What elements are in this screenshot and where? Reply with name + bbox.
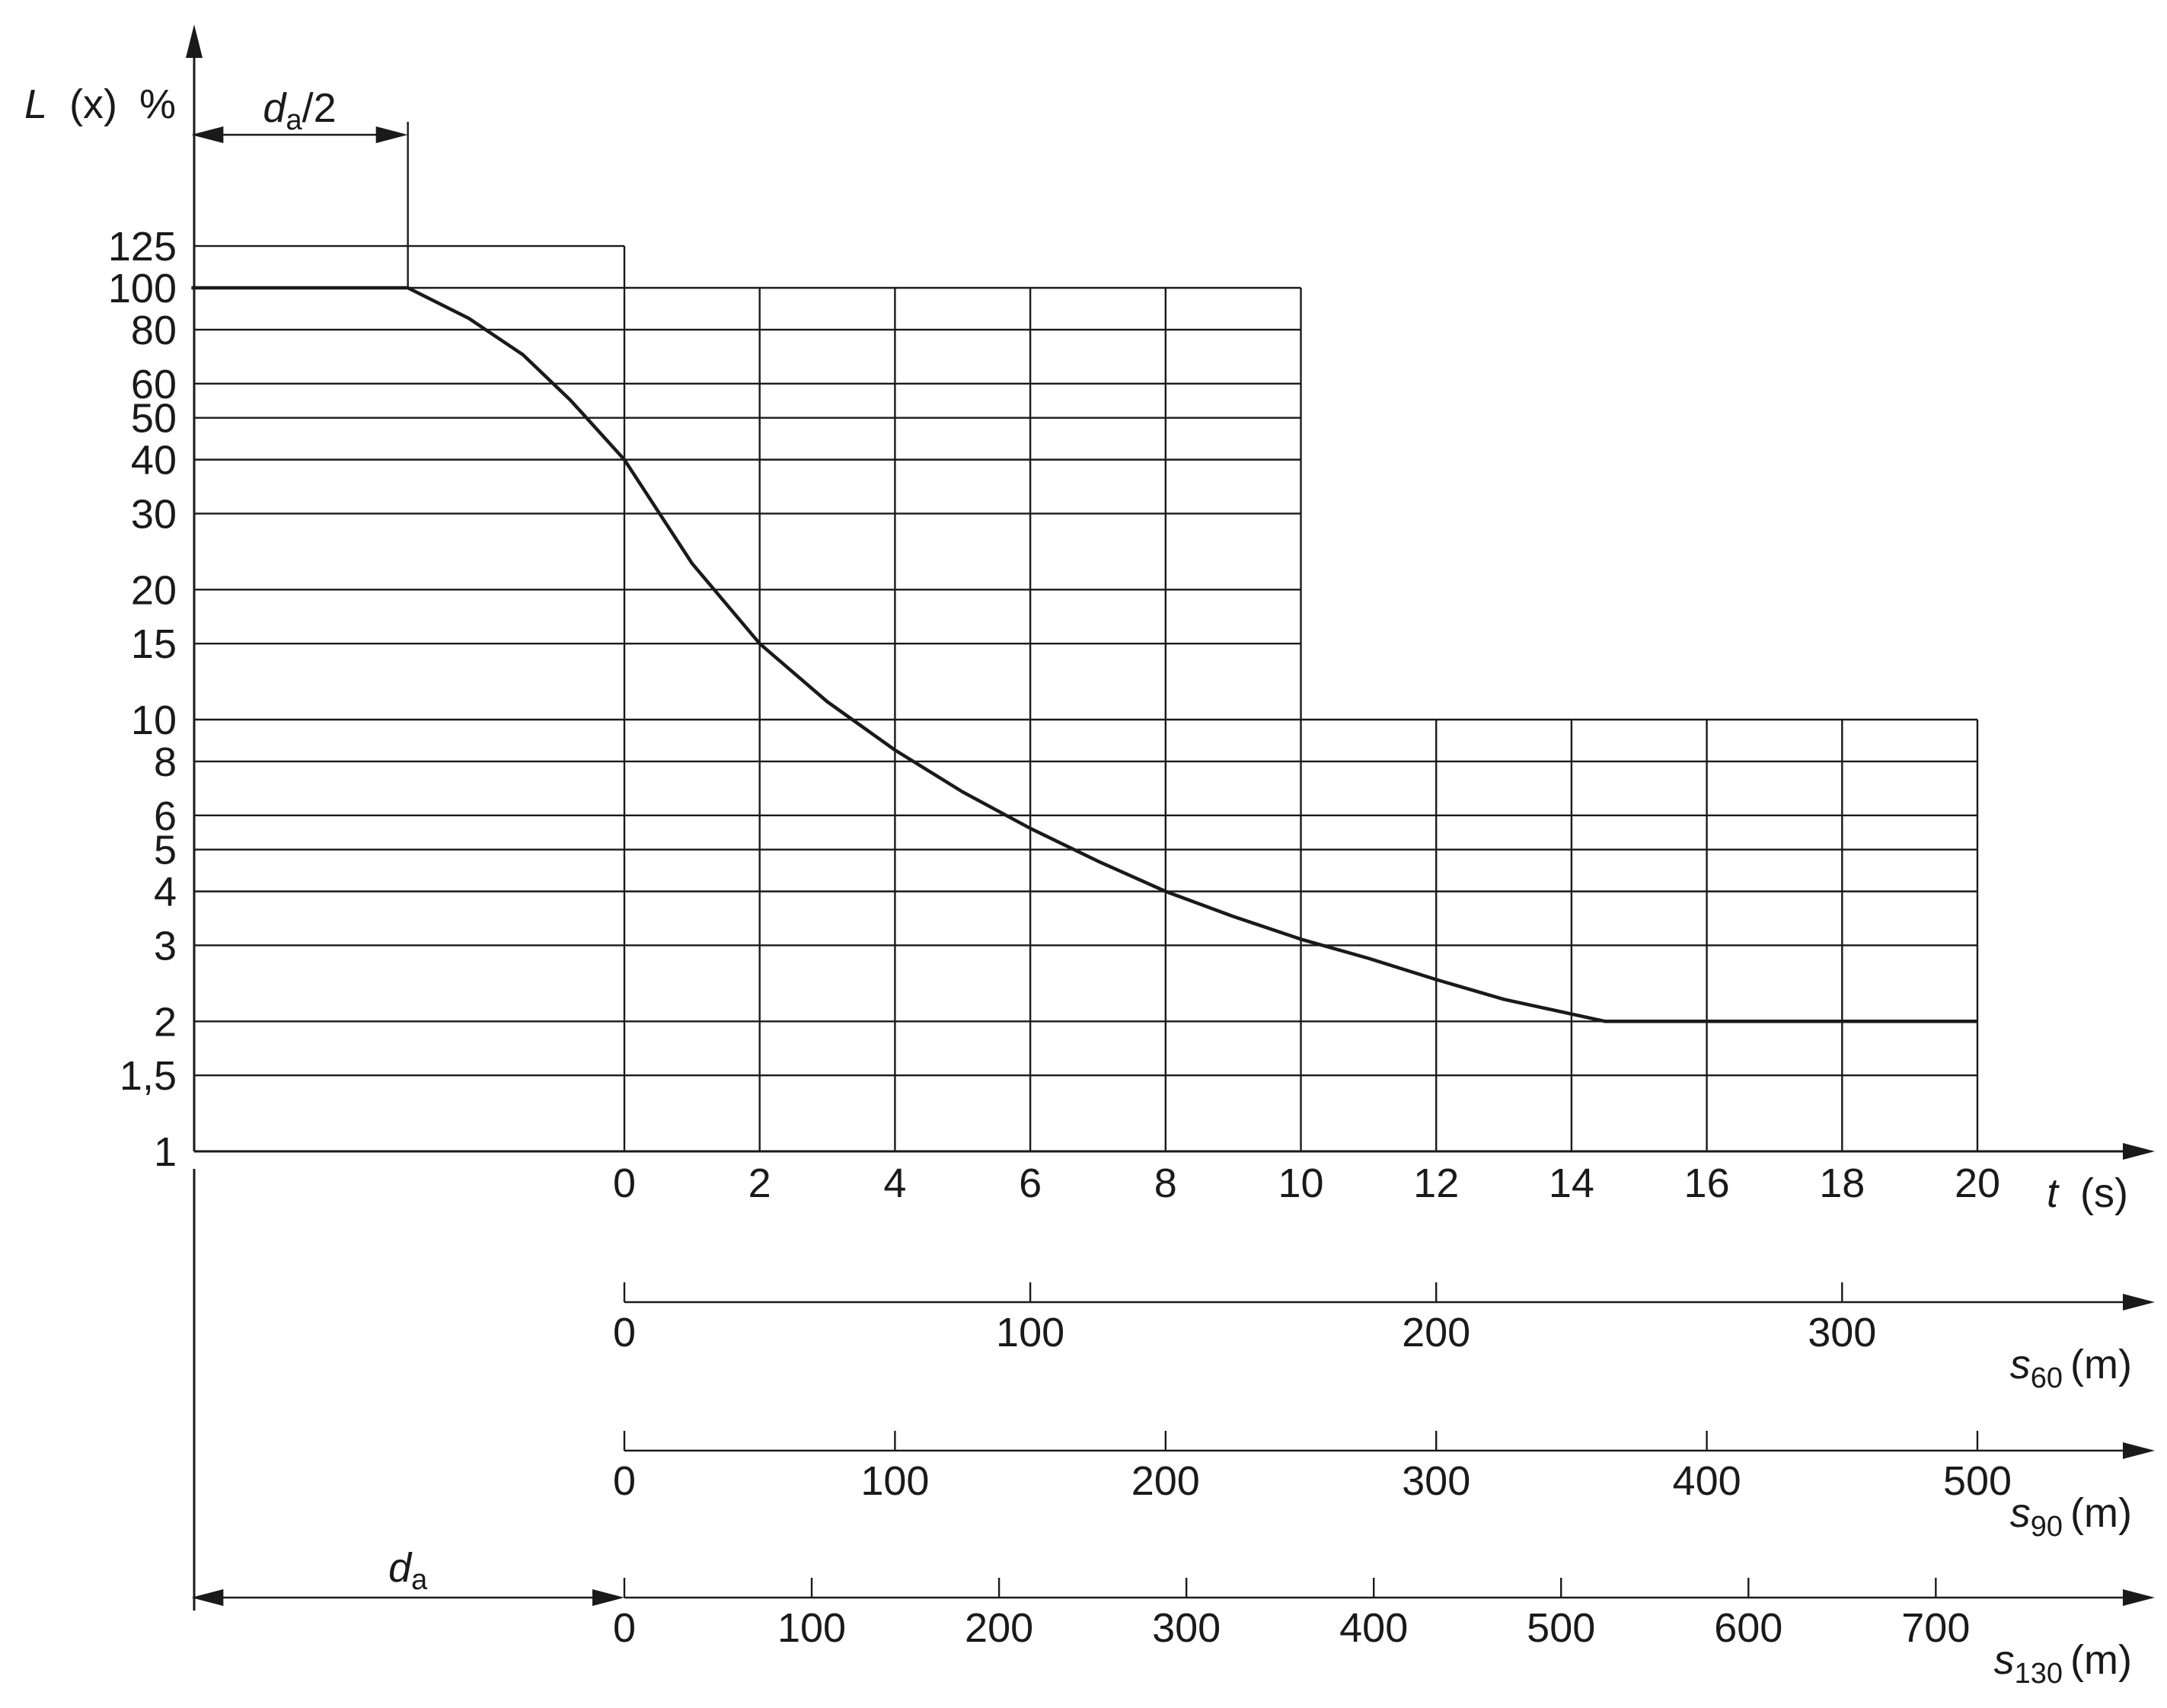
s90-tick-label-0: 0 xyxy=(613,1458,636,1504)
s90-tick-label-200: 200 xyxy=(1131,1458,1200,1504)
y-tick-label-10: 10 xyxy=(131,698,177,743)
da-half-label: da/2 xyxy=(263,85,336,136)
x-tick-label-12: 12 xyxy=(1413,1160,1459,1206)
da-symbol: d xyxy=(388,1545,413,1591)
da-label: da xyxy=(388,1545,428,1596)
y-tick-label-8: 8 xyxy=(154,739,177,785)
s60-axis-unit: (m) xyxy=(2070,1342,2132,1387)
s60-axis-symbol: s xyxy=(2010,1342,2031,1387)
x-tick-label-8: 8 xyxy=(1154,1160,1177,1206)
s130-tick-label-600: 600 xyxy=(1714,1605,1782,1651)
x-tick-label-10: 10 xyxy=(1278,1160,1323,1206)
s60-tick-label-0: 0 xyxy=(613,1310,636,1355)
x-axis-label: t (s) xyxy=(2047,1170,2128,1216)
x-axis-arrow xyxy=(2123,1143,2155,1160)
axes xyxy=(186,24,2155,1611)
s90-tick-label-500: 500 xyxy=(1943,1458,2012,1504)
s90-tick-label-100: 100 xyxy=(860,1458,929,1504)
y-tick-label-40: 40 xyxy=(131,438,177,484)
x-tick-label-4: 4 xyxy=(883,1160,906,1206)
s60-axis-label: s60 (m) xyxy=(2010,1342,2132,1394)
x-axis-unit: (s) xyxy=(2080,1170,2128,1216)
s90-axis-subscript: 90 xyxy=(2031,1511,2063,1543)
x-tick-label-16: 16 xyxy=(1684,1160,1730,1206)
s130-axis-label: s130 (m) xyxy=(1994,1637,2132,1690)
s130-tick-label-100: 100 xyxy=(777,1605,846,1651)
da-subscript: a xyxy=(411,1564,428,1596)
s90-axis-label: s90 (m) xyxy=(2010,1490,2132,1543)
s90-tick-label-400: 400 xyxy=(1673,1458,1741,1504)
y-axis-unit: % xyxy=(139,81,176,127)
s130-axis-symbol: s xyxy=(1994,1637,2015,1683)
y-tick-label-125: 125 xyxy=(108,224,177,270)
x-tick-label-2: 2 xyxy=(748,1160,771,1206)
y-tick-label-1: 1 xyxy=(154,1129,177,1175)
s60-axis-arrow xyxy=(2123,1294,2155,1311)
s130-tick-label-200: 200 xyxy=(965,1605,1033,1651)
y-tick-label-60: 60 xyxy=(131,362,177,407)
x-axis-symbol: t xyxy=(2047,1170,2060,1216)
x-tick-label-6: 6 xyxy=(1019,1160,1042,1206)
s60-tick-label-200: 200 xyxy=(1402,1310,1470,1355)
s130-axis-unit: (m) xyxy=(2070,1637,2132,1683)
s130-tick-label-400: 400 xyxy=(1339,1605,1408,1651)
da-half-symbol: d xyxy=(263,85,287,131)
x-tick-label-20: 20 xyxy=(1955,1160,2000,1206)
y-tick-label-20: 20 xyxy=(131,567,177,613)
s130-tick-label-0: 0 xyxy=(613,1605,636,1651)
curve-series xyxy=(191,286,1977,1023)
y-axis-arg: (x) xyxy=(69,81,117,127)
da-arrow-right xyxy=(592,1589,624,1606)
s130-tick-label-700: 700 xyxy=(1901,1605,1970,1651)
dimension-markers: da/2da xyxy=(191,85,624,1606)
s130-axis-arrow xyxy=(2123,1589,2155,1606)
series-line xyxy=(191,286,1977,1023)
x-tick-label-0: 0 xyxy=(613,1160,636,1206)
s90-axis-arrow xyxy=(2123,1442,2155,1459)
y-axis-label: L (x) % xyxy=(24,81,176,127)
y-axis-symbol: L xyxy=(24,81,47,127)
grid xyxy=(194,244,1979,1151)
da-half-arrow-right xyxy=(375,126,408,143)
da-half-arrow-left xyxy=(191,126,224,143)
x-tick-label-14: 14 xyxy=(1549,1160,1594,1206)
y-tick-label-15: 15 xyxy=(131,621,177,667)
s90-axis-unit: (m) xyxy=(2070,1490,2132,1536)
s60-tick-label-100: 100 xyxy=(996,1310,1064,1355)
da-half-suffix: /2 xyxy=(302,85,337,131)
y-tick-label-6: 6 xyxy=(154,793,177,839)
s130-tick-label-500: 500 xyxy=(1527,1605,1595,1651)
y-tick-label-50: 50 xyxy=(131,396,177,442)
s60-tick-label-300: 300 xyxy=(1808,1310,1876,1355)
s130-axis-subscript: 130 xyxy=(2015,1658,2063,1690)
y-tick-label-2: 2 xyxy=(154,999,177,1045)
y-tick-label-30: 30 xyxy=(131,491,177,537)
s90-tick-label-300: 300 xyxy=(1402,1458,1470,1504)
s130-tick-label-300: 300 xyxy=(1152,1605,1221,1651)
s60-axis-subscript: 60 xyxy=(2031,1362,2063,1394)
y-axis-arrow xyxy=(186,24,203,58)
y-tick-label-4: 4 xyxy=(154,870,177,915)
y-tick-label-100: 100 xyxy=(108,266,177,311)
y-tick-label-1,5: 1,5 xyxy=(120,1053,177,1099)
da-half-subscript: a xyxy=(286,104,302,136)
y-tick-label-3: 3 xyxy=(154,923,177,969)
s90-axis-symbol: s xyxy=(2010,1490,2031,1536)
y-tick-label-80: 80 xyxy=(131,308,177,353)
y-tick-label-5: 5 xyxy=(154,828,177,873)
da-arrow-left xyxy=(191,1589,224,1606)
x-tick-label-18: 18 xyxy=(1819,1160,1865,1206)
